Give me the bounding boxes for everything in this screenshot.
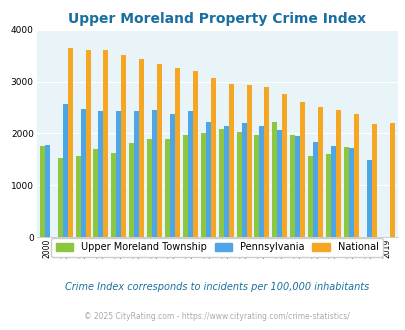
Bar <box>312 142 317 237</box>
Bar <box>299 102 305 237</box>
Text: © 2025 CityRating.com - https://www.cityrating.com/crime-statistics/: © 2025 CityRating.com - https://www.city… <box>84 312 349 321</box>
Bar <box>335 110 340 237</box>
Bar <box>40 146 45 237</box>
Bar <box>129 143 134 237</box>
Bar <box>254 135 259 237</box>
Bar <box>348 148 353 237</box>
Bar <box>58 158 62 237</box>
Bar <box>147 139 152 237</box>
Bar <box>80 109 85 237</box>
Bar <box>75 156 80 237</box>
Bar <box>182 135 188 237</box>
Bar <box>246 85 251 237</box>
Bar <box>68 48 72 237</box>
Bar <box>175 68 179 237</box>
Bar <box>152 110 157 237</box>
Bar <box>281 94 287 237</box>
Bar <box>192 71 197 237</box>
Bar <box>371 123 376 237</box>
Bar <box>290 135 294 237</box>
Bar <box>116 111 121 237</box>
Bar <box>236 132 241 237</box>
Bar <box>218 129 223 237</box>
Bar <box>277 130 281 237</box>
Bar <box>157 64 162 237</box>
Bar <box>98 111 103 237</box>
Bar <box>121 55 126 237</box>
Bar <box>366 160 371 237</box>
Bar <box>330 146 335 237</box>
Bar <box>325 153 330 237</box>
Bar <box>264 87 269 237</box>
Bar <box>170 114 175 237</box>
Bar <box>223 126 228 237</box>
Text: Crime Index corresponds to incidents per 100,000 inhabitants: Crime Index corresponds to incidents per… <box>65 282 369 292</box>
Bar <box>139 59 144 237</box>
Bar <box>85 50 90 237</box>
Bar <box>241 123 246 237</box>
Bar <box>111 153 116 237</box>
Bar <box>200 133 205 237</box>
Bar <box>93 149 98 237</box>
Bar <box>228 83 233 237</box>
Bar <box>45 145 50 237</box>
Bar <box>210 79 215 237</box>
Bar <box>294 136 299 237</box>
Title: Upper Moreland Property Crime Index: Upper Moreland Property Crime Index <box>68 12 365 26</box>
Legend: Upper Moreland Township, Pennsylvania, National: Upper Moreland Township, Pennsylvania, N… <box>51 238 382 257</box>
Bar <box>205 122 210 237</box>
Bar <box>317 108 322 237</box>
Bar <box>389 123 394 237</box>
Bar <box>103 50 108 237</box>
Bar <box>307 156 312 237</box>
Bar <box>62 104 68 237</box>
Bar <box>353 114 358 237</box>
Bar <box>134 111 139 237</box>
Bar <box>188 111 192 237</box>
Bar <box>343 148 348 237</box>
Bar <box>272 122 277 237</box>
Bar <box>164 139 170 237</box>
Bar <box>259 126 264 237</box>
